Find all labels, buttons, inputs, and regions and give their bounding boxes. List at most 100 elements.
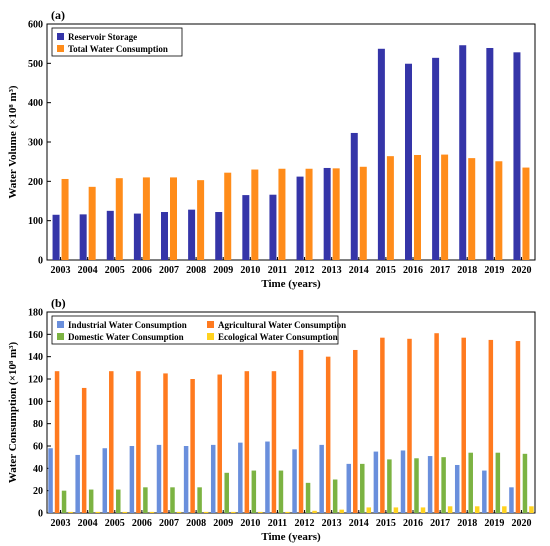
bar-industrial-2020: [509, 487, 514, 513]
y-tick-label: 300: [28, 138, 43, 149]
bar-total-2014: [359, 166, 367, 260]
bar-agricultural-2007: [163, 373, 168, 513]
x-tick-label: 2019: [484, 518, 504, 529]
bar-ecological-2019: [502, 506, 507, 513]
bar-agricultural-2012: [298, 349, 304, 513]
bar-total-2006: [142, 177, 150, 260]
x-tick-label: 2020: [511, 518, 531, 529]
bar-ecological-2016: [420, 507, 426, 513]
bar-industrial-2007: [156, 444, 162, 513]
legend-swatch-reservoir: [57, 33, 64, 40]
bar-agricultural-2006: [136, 371, 141, 513]
y-tick-label: 40: [33, 464, 43, 475]
x-tick-label: 2006: [132, 265, 152, 276]
bar-ecological-2015: [393, 507, 399, 513]
x-tick-label: 2010: [240, 518, 260, 529]
x-tick-label: 2017: [430, 518, 450, 529]
y-axis-title: Water Volume (×10⁸ m³): [7, 85, 19, 199]
bar-reservoir-2018: [459, 45, 467, 260]
bar-agricultural-2004: [81, 387, 87, 513]
bar-industrial-2019: [482, 470, 487, 513]
bar-reservoir-2003: [52, 214, 60, 260]
bar-total-2015: [386, 156, 394, 260]
bar-domestic-2005: [116, 489, 121, 513]
x-tick-label: 2009: [213, 518, 233, 529]
bar-domestic-2020: [522, 453, 528, 513]
bar-reservoir-2011: [269, 194, 277, 260]
bar-ecological-2020: [529, 506, 534, 513]
bar-total-2020: [522, 167, 530, 260]
x-tick-label: 2011: [268, 518, 287, 529]
y-tick-label: 180: [28, 308, 43, 319]
bar-ecological-2014: [366, 507, 372, 513]
bar-domestic-2006: [143, 487, 148, 513]
bar-domestic-2008: [197, 487, 202, 513]
plot-frame: [46, 311, 536, 514]
legend-entry-domestic: Domestic Water Consumption: [68, 332, 184, 342]
x-tick-label: 2004: [78, 518, 98, 529]
x-tick-label: 2010: [240, 265, 260, 276]
y-tick-label: 20: [33, 486, 43, 497]
bar-ecological-2003: [68, 511, 73, 513]
y-tick-label: 0: [38, 509, 43, 520]
legend: Reservoir Storage Total Water Consumption: [51, 27, 183, 57]
bar-domestic-2016: [414, 458, 419, 513]
bar-ecological-2017: [447, 506, 453, 513]
bar-reservoir-2006: [133, 213, 141, 260]
y-tick-label: 140: [28, 352, 43, 363]
bar-domestic-2009: [224, 472, 229, 513]
bar-agricultural-2014: [353, 349, 358, 513]
y-tick-label: 0: [38, 256, 43, 267]
bar-domestic-2019: [495, 452, 501, 513]
y-tick-label: 80: [33, 419, 43, 430]
bar-agricultural-2019: [488, 339, 494, 513]
bar-domestic-2012: [305, 482, 311, 513]
bar-reservoir-2013: [323, 167, 331, 260]
bar-ecological-2008: [203, 511, 209, 513]
bar-reservoir-2016: [405, 63, 412, 260]
bar-total-2011: [278, 168, 286, 260]
bar-reservoir-2015: [377, 48, 385, 260]
bar-industrial-2014: [346, 463, 352, 513]
x-tick-label: 2003: [51, 265, 71, 276]
legend: Industrial Water Consumption Agricultural…: [51, 315, 346, 345]
y-tick-label: 400: [28, 98, 43, 109]
panel-b: 0 20 40 60 80 100 120 140 160 180 2003 2004 2005 2006…: [7, 296, 536, 543]
bar-total-2018: [468, 158, 476, 260]
y-tick-label: 500: [28, 59, 43, 70]
bar-agricultural-2009: [217, 374, 222, 513]
bar-total-2019: [495, 161, 503, 260]
x-tick-label: 2018: [457, 518, 477, 529]
bar-reservoir-2007: [161, 212, 168, 260]
bar-domestic-2007: [170, 487, 175, 513]
x-tick-label: 2005: [105, 518, 125, 529]
bar-ecological-2004: [95, 511, 100, 513]
x-tick-label: 2007: [159, 518, 179, 529]
x-tick-label: 2009: [213, 265, 233, 276]
legend-swatch-industrial: [57, 321, 64, 328]
bar-ecological-2006: [149, 511, 155, 513]
x-tick-label: 2013: [322, 518, 342, 529]
bar-industrial-2010: [238, 442, 243, 513]
bar-agricultural-2018: [461, 337, 466, 513]
legend-swatch-total: [57, 45, 64, 52]
y-tick-label: 600: [28, 20, 43, 31]
y-axis-title: Water Consumption (×10⁸ m³): [7, 342, 19, 484]
bar-industrial-2005: [102, 448, 108, 513]
x-tick-label: 2012: [295, 518, 315, 529]
bar-total-2003: [61, 178, 69, 260]
legend-swatch-domestic: [57, 333, 64, 340]
panel-a: 0 100 200 300 400 500 600 2003 2004 2005 2006 2007 2…: [7, 8, 536, 290]
bar-industrial-2009: [210, 444, 216, 513]
bar-domestic-2014: [360, 463, 365, 513]
x-axis-title: Time (years): [261, 278, 321, 290]
x-tick-label: 2013: [322, 265, 342, 276]
bar-reservoir-2012: [296, 176, 304, 260]
bar-total-2009: [224, 172, 232, 260]
y-tick-label: 100: [28, 397, 43, 408]
x-tick-label: 2017: [430, 265, 450, 276]
bar-total-2010: [251, 169, 259, 260]
bar-industrial-2018: [454, 464, 460, 513]
x-tick-label: 2014: [349, 265, 369, 276]
bar-agricultural-2016: [407, 338, 412, 513]
